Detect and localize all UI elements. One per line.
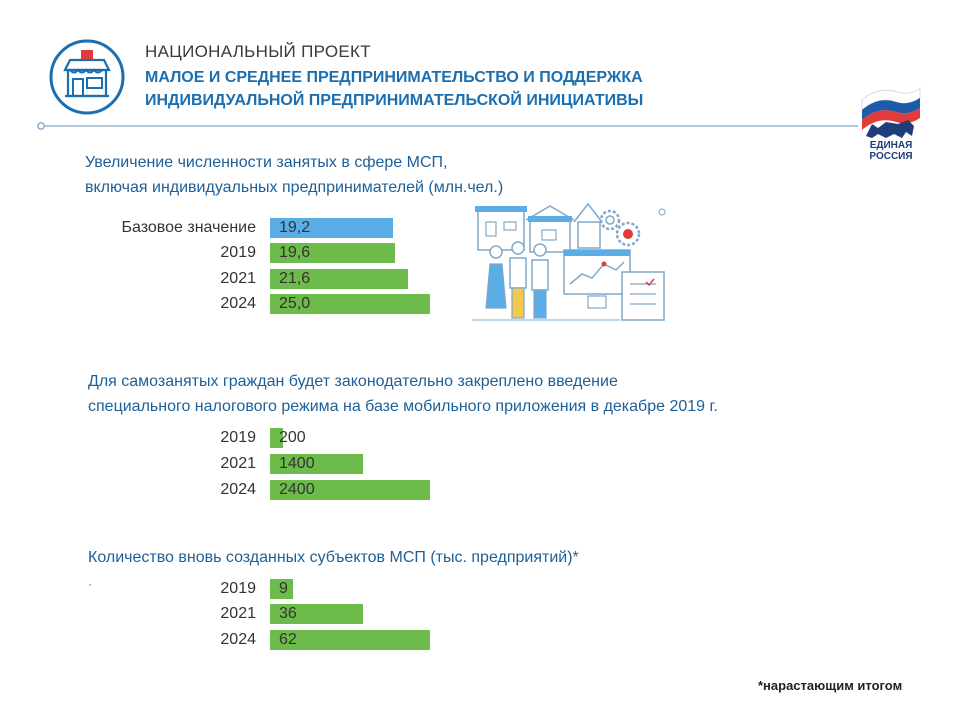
stray-dot: · [88, 577, 92, 591]
chart2-bar [270, 480, 430, 500]
chart1-title-line2: включая индивидуальных предпринимателей … [85, 179, 504, 196]
chart2-bar [270, 454, 363, 474]
project-label: НАЦИОНАЛЬНЫЙ ПРОЕКТ [145, 42, 371, 61]
chart1-title: Увеличение численности занятых в сфере М… [85, 150, 503, 200]
chart3-title: Количество вновь созданных субъектов МСП… [88, 545, 579, 570]
business-illustration [472, 202, 666, 321]
chart1-category-label: 2024 [220, 295, 256, 312]
logo-text-1: ЕДИНАЯ [870, 140, 913, 151]
chart1-category-label: Базовое значение [121, 219, 256, 236]
chart2-title: Для самозанятых граждан будет законодате… [88, 369, 718, 419]
chart3-category-label: 2021 [220, 605, 256, 622]
chart2-title-line2: специального налогового режима на базе м… [88, 398, 718, 415]
chart2-title-line1: Для самозанятых граждан будет законодате… [88, 373, 618, 390]
project-title-line2: ИНДИВИДУАЛЬНОЙ ПРЕДПРИНИМАТЕЛЬСКОЙ ИНИЦИ… [145, 92, 644, 109]
chart3-value-label: 36 [279, 605, 297, 622]
shop-logo-icon [49, 39, 125, 115]
footnote: *нарастающим итогом [758, 678, 903, 693]
chart2-value-label: 2400 [279, 481, 315, 498]
chart1-value-label: 19,2 [279, 219, 311, 236]
chart1-category-label: 2021 [220, 270, 256, 287]
project-title-line1: МАЛОЕ И СРЕДНЕЕ ПРЕДПРИНИМАТЕЛЬСТВО И ПО… [145, 69, 643, 86]
chart1-value-label: 19,6 [279, 244, 311, 261]
chart3-category-label: 2024 [220, 631, 256, 648]
chart1-bar [270, 243, 395, 263]
header-divider [37, 122, 858, 130]
chart3-title-line1: Количество вновь созданных субъектов МСП… [88, 549, 579, 566]
chart1-category-label: 2019 [220, 244, 256, 261]
chart3-bar [270, 604, 363, 624]
chart1-bar [270, 269, 408, 289]
chart2-category-label: 2024 [220, 481, 256, 498]
chart3-value-label: 62 [279, 631, 297, 648]
project-title: МАЛОЕ И СРЕДНЕЕ ПРЕДПРИНИМАТЕЛЬСТВО И ПО… [145, 66, 643, 112]
chart2-value-label: 200 [279, 429, 306, 446]
united-russia-logo: ЕДИНАЯ РОССИЯ [861, 87, 921, 162]
chart1-value-label: 25,0 [279, 295, 311, 312]
chart2-category-label: 2019 [220, 429, 256, 446]
chart1-value-label: 21,6 [279, 270, 311, 287]
chart3-value-label: 9 [279, 580, 288, 597]
chart3-bar [270, 579, 293, 599]
chart1-bar [270, 218, 393, 238]
chart1-title-line1: Увеличение численности занятых в сфере М… [85, 154, 448, 171]
chart2-value-label: 1400 [279, 455, 315, 472]
chart2-bar [270, 428, 283, 448]
chart3-bar [270, 630, 430, 650]
chart1-bar [270, 294, 430, 314]
chart3-category-label: 2019 [220, 580, 256, 597]
chart2-category-label: 2021 [220, 455, 256, 472]
logo-text-2: РОССИЯ [869, 151, 912, 162]
